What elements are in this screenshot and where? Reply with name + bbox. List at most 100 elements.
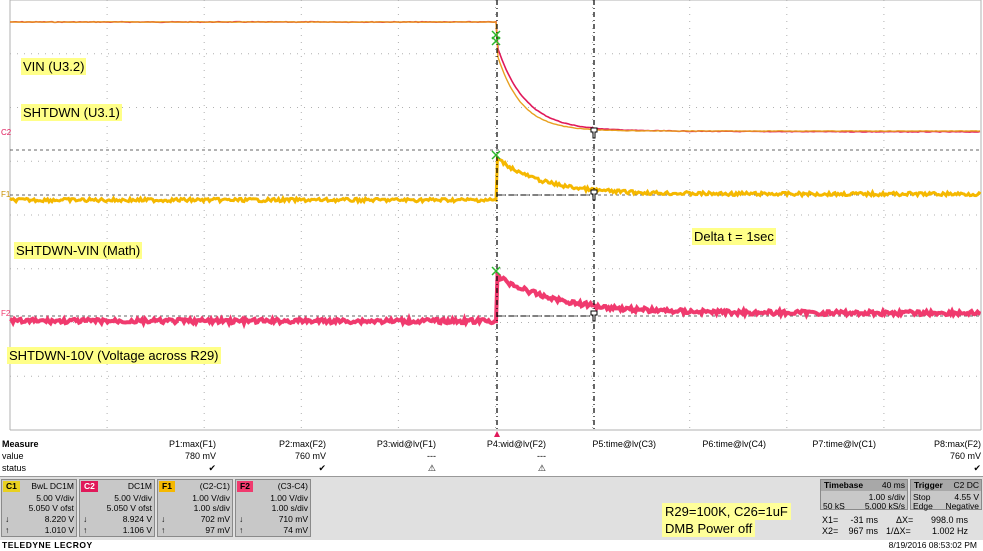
timebase-scale: 1.00 s/div [868, 492, 905, 502]
arrow-down-icon: ↓ [239, 514, 244, 524]
label-delta: Delta t = 1sec [692, 228, 776, 245]
measure-value-p3: --- [427, 451, 436, 461]
measure-name-p3[interactable]: P3:wid@lv(F1) [376, 439, 436, 449]
arrow-up-icon: ↑ [5, 525, 10, 535]
trace-math-f1 [9, 153, 982, 205]
timebase-samples: 50 kS [823, 501, 845, 511]
channel-offset: 5.050 V ofst [28, 503, 74, 513]
measure-name-p4[interactable]: P4:wid@lv(F2) [486, 439, 546, 449]
channel-tag: F2 [237, 481, 253, 492]
channel-mode: (C3-C4) [277, 481, 308, 491]
arrow-down-icon: ↓ [83, 514, 88, 524]
trace-shtdwn [9, 21, 981, 132]
measure-row-status: status ✔ ✔ ⚠ ⚠ ✔ [0, 462, 983, 474]
measure-name-p6[interactable]: P6:time@lv(C4) [702, 439, 766, 449]
channel-mode: BwL DC1M [31, 481, 74, 491]
waveform-traces [9, 20, 982, 330]
cursor-inv-value: 1.002 Hz [931, 526, 968, 536]
channel-tag: F1 [159, 481, 175, 492]
trigger-source: C2 DC [953, 480, 979, 490]
channel-box-f2[interactable]: F2 (C3-C4) 1.00 V/div 1.00 s/div ↓ 710 mV ↑ 74 … [235, 479, 311, 537]
arrow-down-icon: ↓ [5, 514, 10, 524]
channel-scale: 5.00 V/div [114, 493, 152, 503]
marker-f2: F2 [1, 309, 11, 318]
channel-box-c1[interactable]: C1 BwL DC1M 5.00 V/div 5.050 V ofst ↓ 8.220 V… [1, 479, 77, 537]
trigger-mode: Stop [913, 492, 931, 502]
brand-logo: TELEDYNE LECROY [2, 540, 93, 550]
label-r29: SHTDWN-10V (Voltage across R29) [7, 347, 221, 364]
channel-mode: DC1M [127, 481, 152, 491]
arrow-up-icon: ↑ [161, 525, 166, 535]
trigger-box[interactable]: Trigger C2 DC Stop 4.55 V Edge Negative [910, 479, 982, 511]
trigger-level: 4.55 V [954, 492, 979, 502]
measure-status-p8: ✔ [973, 463, 981, 473]
channel-box-c2[interactable]: C2 DC1M 5.00 V/div 5.050 V ofst ↓ 8.924 V ↑ 1.1… [79, 479, 155, 537]
measure-row-values: value 780 mV 760 mV --- --- 760 mV [0, 450, 983, 462]
cursor-x2-label: X2= [822, 526, 839, 536]
arrow-up-icon: ↑ [239, 525, 244, 535]
measure-name-p1[interactable]: P1:max(F1) [168, 439, 216, 449]
channel-scale: 1.00 V/div [192, 493, 230, 503]
measure-name-p2[interactable]: P2:max(F2) [278, 439, 326, 449]
measure-row-names: Measure P1:max(F1) P2:max(F2) P3:wid@lv(F1… [0, 438, 983, 450]
measure-table: Measure P1:max(F1) P2:max(F2) P3:wid@lv(F1… [0, 438, 983, 475]
status-footer: TELEDYNE LECROY 8/19/2016 08:53:02 PM [0, 540, 983, 551]
channel-scale: 1.00 V/div [270, 493, 308, 503]
channel-meas-a: 710 mV [278, 514, 308, 524]
channel-offset: 1.00 s/div [271, 503, 308, 513]
channel-meas-b: 1.010 V [44, 525, 74, 535]
measure-status-p4: ⚠ [537, 463, 546, 473]
measure-value-p1: 780 mV [184, 451, 216, 461]
channel-meas-b: 97 mV [205, 525, 230, 535]
channel-tag: C1 [3, 481, 20, 492]
timebase-title: Timebase [824, 480, 864, 490]
trigger-slope: Negative [945, 501, 979, 511]
measure-value-p2: 760 mV [294, 451, 326, 461]
cursor-dx-value: 998.0 ms [930, 515, 968, 525]
measure-value-p8: 760 mV [949, 451, 981, 461]
cursor-x2-marks [590, 127, 598, 322]
measure-status-p3: ⚠ [427, 463, 436, 473]
arrow-down-icon: ↓ [161, 514, 166, 524]
timebase-delay: 40 ms [881, 480, 905, 490]
measure-name-p5[interactable]: P5:time@lv(C3) [592, 439, 656, 449]
note-r29-c26: R29=100K, C26=1uF [662, 503, 791, 520]
measure-name-p7[interactable]: P7:time@lv(C1) [812, 439, 876, 449]
cursor-marks [491, 30, 501, 276]
timestamp: 8/19/2016 08:53:02 PM [888, 540, 977, 550]
channel-meas-a: 8.220 V [44, 514, 74, 524]
cursor-readout: X1= -31 ms ΔX= 998.0 ms X2= 967 ms 1/ΔX=… [822, 515, 982, 537]
trigger-marker-icon [494, 431, 500, 437]
note-dmb-power-off: DMB Power off [662, 520, 756, 537]
measure-name-p8[interactable]: P8:max(F2) [933, 439, 981, 449]
measure-value-p4: --- [537, 451, 546, 461]
measure-header: Measure [2, 439, 39, 449]
trace-math-f2 [9, 270, 982, 330]
channel-bar: C1 BwL DC1M 5.00 V/div 5.050 V ofst ↓ 8.220 V… [0, 476, 983, 540]
channel-meas-b: 1.106 V [122, 525, 152, 535]
trigger-type: Edge [913, 501, 933, 511]
timebase-box[interactable]: Timebase 40 ms 1.00 s/div 50 kS 5.000 kS/… [820, 479, 908, 511]
channel-mode: (C2-C1) [199, 481, 230, 491]
channel-scale: 5.00 V/div [36, 493, 74, 503]
channel-meas-a: 702 mV [200, 514, 230, 524]
cursor-x1-label: X1= [822, 515, 839, 525]
measure-row-status-label: status [2, 463, 27, 473]
cursor-inv-label: 1/ΔX= [886, 526, 911, 536]
cursor-dx-label: ΔX= [896, 515, 914, 525]
channel-box-f1[interactable]: F1 (C2-C1) 1.00 V/div 1.00 s/div ↓ 702 mV ↑ 97 … [157, 479, 233, 537]
waveform-display[interactable] [0, 0, 983, 438]
marker-f1: F1 [1, 190, 11, 199]
measure-row-value-label: value [2, 451, 24, 461]
arrow-up-icon: ↑ [83, 525, 88, 535]
marker-c2: C2 [1, 128, 12, 137]
cursor-lines[interactable] [494, 0, 595, 437]
trace-vin [10, 20, 981, 133]
channel-offset: 1.00 s/div [193, 503, 230, 513]
trigger-title: Trigger [914, 480, 943, 490]
channel-tag: C2 [81, 481, 98, 492]
label-math: SHTDWN-VIN (Math) [14, 242, 143, 259]
channel-offset: 5.050 V ofst [106, 503, 152, 513]
measure-status-p1: ✔ [208, 463, 216, 473]
label-shtdwn: SHTDWN (U3.1) [21, 104, 122, 121]
